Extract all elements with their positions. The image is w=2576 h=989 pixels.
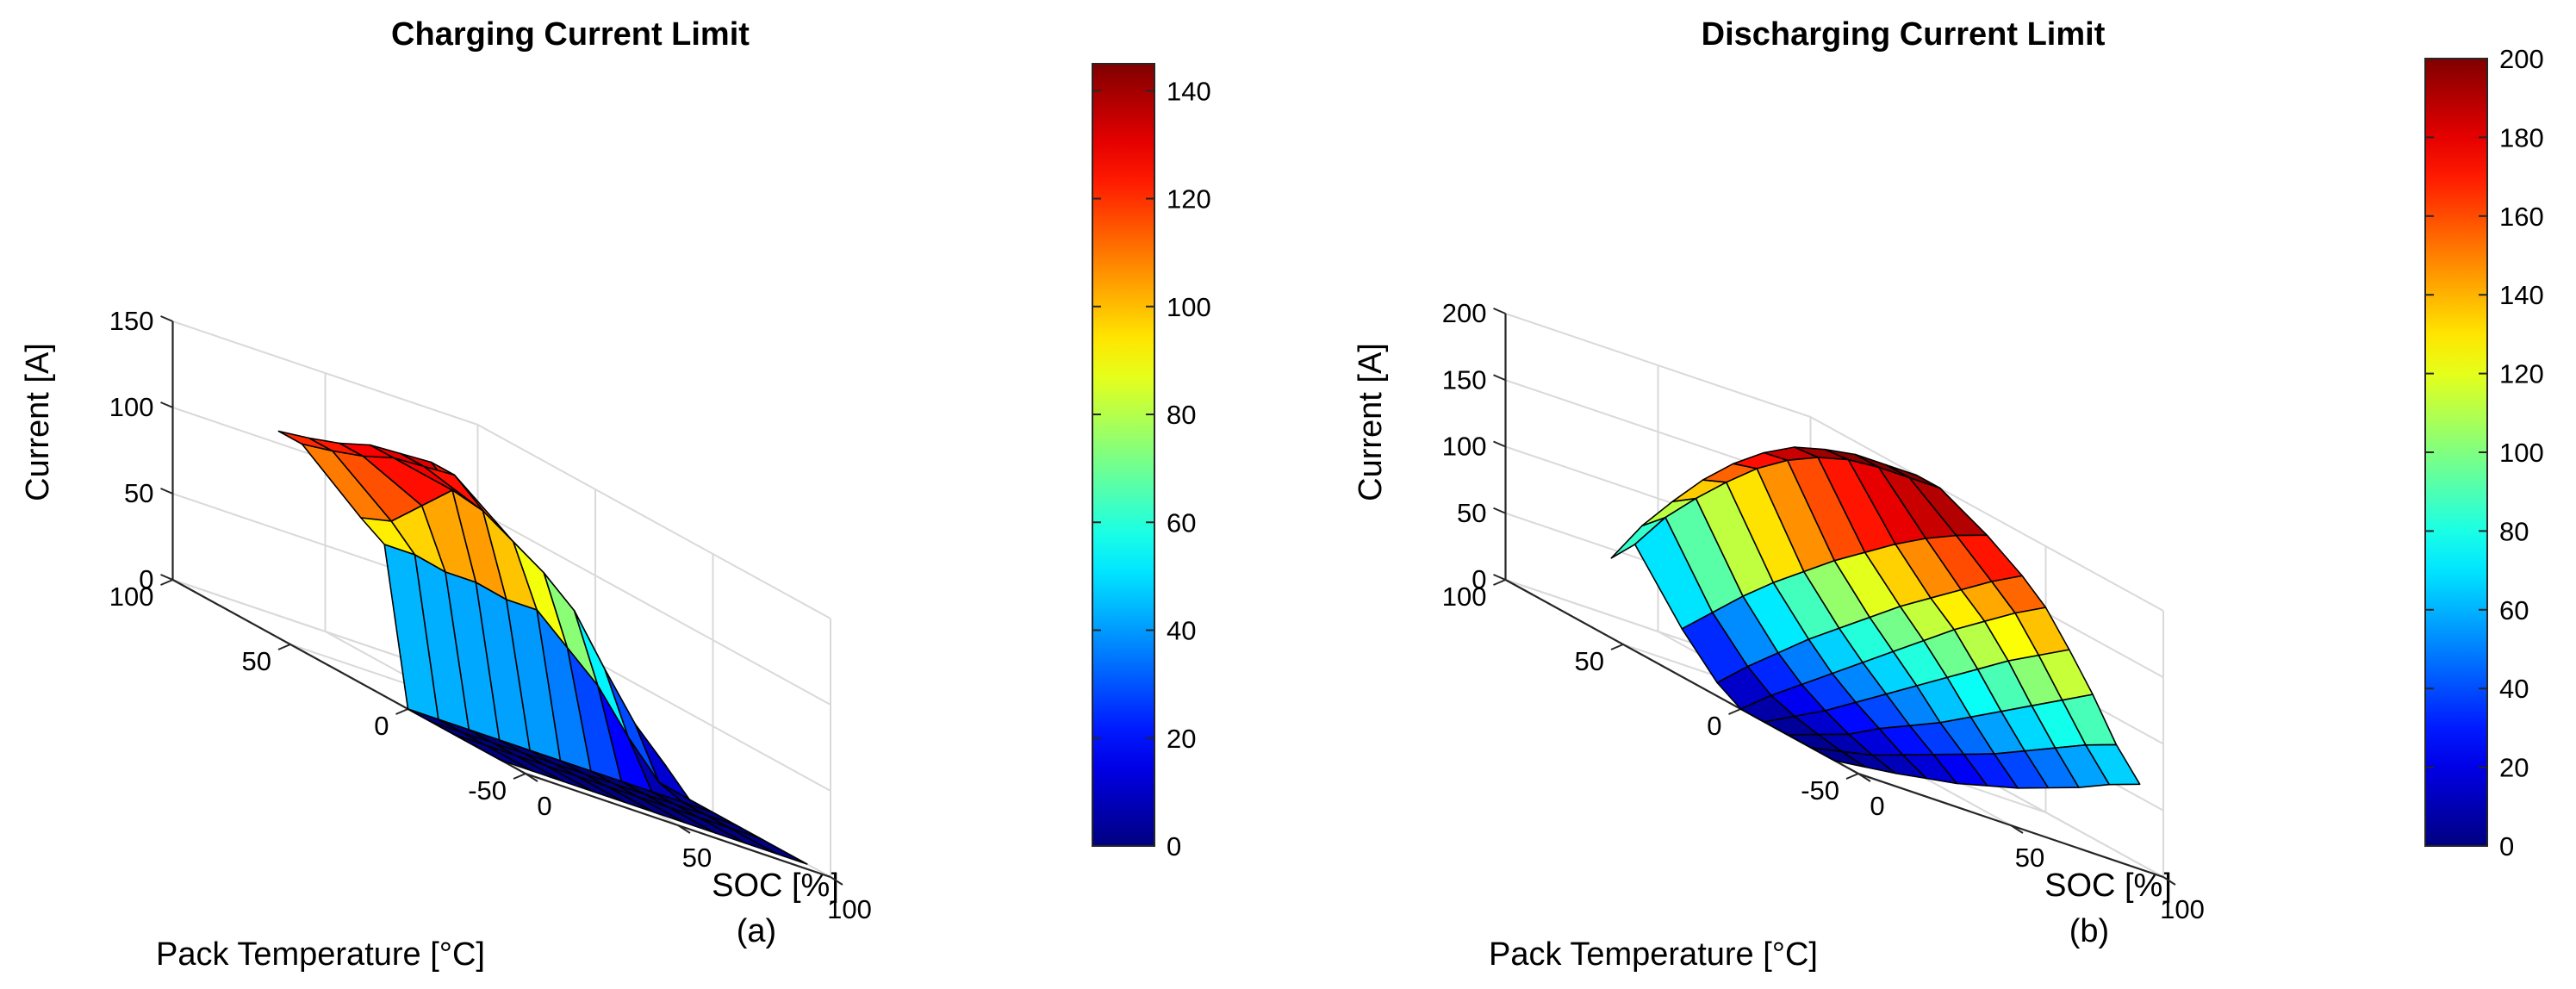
colorbar-tick-label: 60 — [1167, 507, 1196, 538]
surface — [277, 430, 808, 865]
z-tick-label: 100 — [109, 392, 154, 422]
y-tick-label: 50 — [1575, 646, 1604, 676]
z-tick-label: 150 — [1442, 364, 1487, 395]
chart-title: Charging Current Limit — [391, 16, 750, 53]
colorbar-tick-label: 0 — [2499, 831, 2514, 861]
colorbar-tick-label: 100 — [1167, 292, 1211, 322]
colorbar-tick-label: 140 — [1167, 76, 1211, 106]
panel-caption: (b) — [2069, 913, 2109, 949]
x-tick-label: 100 — [827, 894, 872, 924]
x-tick-label: 100 — [2160, 894, 2205, 924]
y-tick-label: -50 — [468, 775, 507, 806]
y-tick-label: 100 — [1442, 582, 1487, 612]
z-tick-label: 0 — [1472, 564, 1486, 594]
colorbar-tick-label: 80 — [1167, 400, 1196, 430]
z-tick-label: 200 — [1442, 298, 1487, 328]
colorbar-tick-label: 120 — [1167, 184, 1211, 215]
colorbar-tick-label: 40 — [2499, 674, 2529, 704]
x-tick-label: 50 — [2015, 843, 2044, 873]
colorbar-tick-label: 200 — [2499, 44, 2544, 74]
chart-title: Discharging Current Limit — [1702, 16, 2106, 53]
z-tick-label: 150 — [109, 306, 154, 336]
colorbar: 0 20 40 60 80 100 120 140 160 180 200 — [2424, 44, 2544, 861]
colorbar-tick-label: 80 — [2499, 516, 2529, 546]
z-tick-label: 50 — [124, 478, 153, 508]
discharging-panel: Discharging Current Limit (b) SOC [%] Pa… — [1353, 16, 2544, 973]
y-tick-label: 100 — [109, 582, 154, 612]
x-tick-label: 0 — [537, 791, 551, 821]
colorbar-tick-label: 180 — [2499, 122, 2544, 152]
z-tick-label: 50 — [1457, 498, 1486, 528]
x-tick-label: 0 — [1870, 791, 1884, 821]
colorbar-tick-label: 0 — [1167, 831, 1181, 861]
y-tick-label: 0 — [1707, 711, 1721, 741]
y-tick-label: 0 — [374, 711, 389, 741]
surface-patch — [728, 827, 808, 865]
colorbar-tick-label: 120 — [2499, 359, 2544, 389]
colorbar-gradient — [1092, 63, 1155, 847]
panel-caption: (a) — [737, 913, 776, 949]
colorbar-tick-label: 20 — [2499, 753, 2529, 783]
x-tick-label: 50 — [682, 843, 712, 873]
colorbar-tick-label: 100 — [2499, 438, 2544, 468]
colorbar: 0 20 40 60 80 100 120 140 — [1092, 63, 1211, 861]
y-tick-label: -50 — [1801, 775, 1839, 806]
y-axis-label: Pack Temperature [°C] — [1489, 936, 1818, 973]
y-tick-label: 50 — [242, 646, 271, 676]
y-axis-label: Pack Temperature [°C] — [156, 936, 485, 973]
colorbar-tick-label: 60 — [2499, 595, 2529, 625]
surface — [1610, 446, 2141, 789]
colorbar-gradient — [2424, 58, 2488, 847]
colorbar-tick-label: 20 — [1167, 724, 1196, 754]
z-axis-label: Current [A] — [20, 343, 56, 501]
charging-panel: Charging Current Limit (a) SOC [%] Pack … — [20, 16, 1211, 973]
surface-patch — [2085, 743, 2141, 786]
colorbar-tick-label: 140 — [2499, 280, 2544, 310]
z-axis-label: Current [A] — [1353, 343, 1389, 501]
colorbar-tick-label: 160 — [2499, 202, 2544, 232]
z-tick-label: 0 — [139, 564, 153, 594]
colorbar-tick-label: 40 — [1167, 616, 1196, 646]
z-tick-label: 100 — [1442, 432, 1487, 462]
